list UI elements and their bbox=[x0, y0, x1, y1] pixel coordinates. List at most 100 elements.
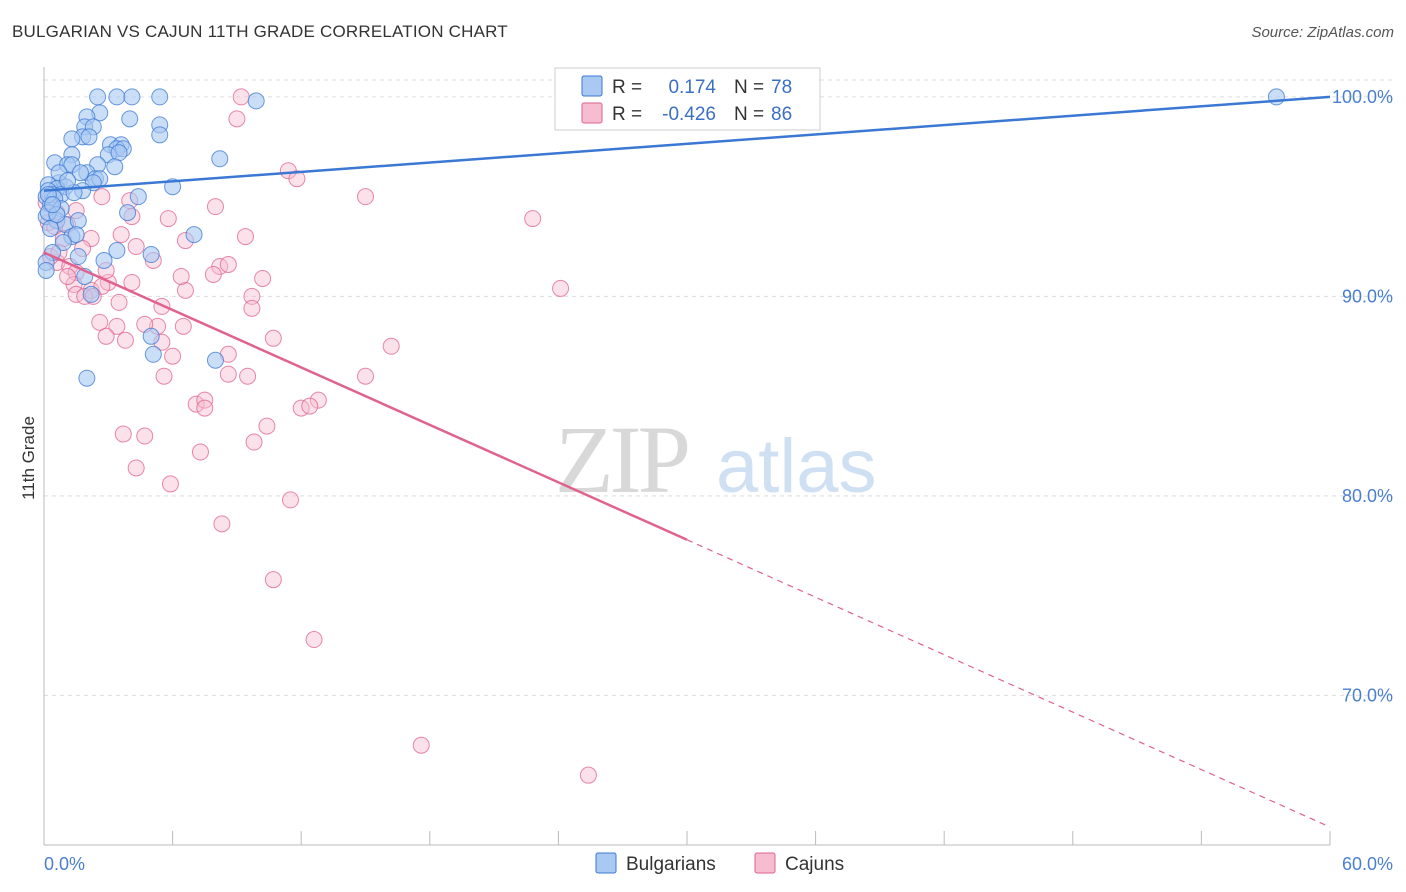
bottom-legend-label-bulgarians: Bulgarians bbox=[626, 854, 716, 875]
watermark-zip: ZIP bbox=[555, 406, 688, 513]
trend-lines bbox=[43, 95, 1331, 828]
cajuns-point-55 bbox=[382, 337, 400, 355]
axes bbox=[43, 67, 1331, 846]
cajuns-point-53 bbox=[264, 329, 282, 347]
bulgarians-point-47 bbox=[119, 204, 137, 222]
bottom-legend-swatch-cajuns bbox=[754, 852, 776, 874]
bulgarians-point-13 bbox=[63, 130, 81, 148]
cajuns-point-1 bbox=[228, 110, 246, 128]
legend-swatch-bulgarians bbox=[581, 75, 603, 97]
cajuns-trend-extension bbox=[686, 539, 1331, 828]
watermark: ZIP atlas bbox=[555, 406, 877, 513]
tick-labels: 70.0% 80.0% 90.0% 100.0% 0.0% 60.0% bbox=[44, 87, 1393, 874]
legend-r-value-bulgarians: 0.174 bbox=[668, 77, 716, 98]
cajuns-trend-line bbox=[43, 251, 688, 541]
bulgarians-point-0 bbox=[89, 88, 107, 106]
bulgarians-point-69 bbox=[78, 369, 96, 387]
source-label: Source: ZipAtlas.com bbox=[1251, 24, 1394, 41]
cajuns-point-51 bbox=[97, 327, 115, 345]
cajuns-point-78 bbox=[305, 631, 323, 649]
y-axis-title: 11th Grade bbox=[19, 416, 38, 500]
cajuns-point-38 bbox=[552, 279, 570, 297]
bulgarians-point-64 bbox=[37, 261, 55, 279]
cajuns-point-60 bbox=[239, 367, 257, 385]
cajuns-point-50 bbox=[174, 317, 192, 335]
cajuns-point-62 bbox=[309, 391, 327, 409]
cajuns-point-63 bbox=[187, 395, 205, 413]
bulgarians-point-77 bbox=[80, 128, 98, 146]
cajuns-point-0 bbox=[232, 88, 250, 106]
bulgarians-point-3 bbox=[151, 88, 169, 106]
bulgarians-point-65 bbox=[82, 285, 100, 303]
bulgarians-point-55 bbox=[67, 226, 85, 244]
bulgarians-point-74 bbox=[1267, 88, 1285, 106]
bulgarians-point-2 bbox=[123, 88, 141, 106]
bulgarians-point-21 bbox=[211, 150, 229, 168]
cajuns-point-3 bbox=[288, 170, 306, 188]
cajuns-point-5 bbox=[93, 188, 111, 206]
y-tick-label-80: 80.0% bbox=[1342, 486, 1393, 506]
cajuns-point-77 bbox=[264, 571, 282, 589]
stats-legend: R = 0.174 N = 78 R = -0.426 N = 86 bbox=[554, 67, 821, 131]
bulgarians-point-61 bbox=[95, 252, 113, 270]
cajuns-point-75 bbox=[281, 491, 299, 509]
x-tick-label-0: 0.0% bbox=[44, 854, 85, 874]
cajuns-point-47 bbox=[108, 317, 126, 335]
cajuns-point-46 bbox=[91, 313, 109, 331]
cajuns-point-81 bbox=[59, 267, 77, 285]
bottom-legend-label-cajuns: Cajuns bbox=[785, 854, 844, 875]
cajuns-point-31 bbox=[204, 265, 222, 283]
cajuns-point-61 bbox=[357, 367, 374, 385]
chart-title: BULGARIAN VS CAJUN 11TH GRADE CORRELATIO… bbox=[12, 22, 508, 41]
bulgarians-point-66 bbox=[142, 327, 160, 345]
y-tick-label-100: 100.0% bbox=[1332, 87, 1393, 107]
cajuns-point-22 bbox=[127, 238, 145, 256]
bulgarians-point-44 bbox=[129, 188, 147, 206]
cajuns-point-70 bbox=[136, 427, 154, 445]
bulgarians-point-73 bbox=[59, 172, 77, 190]
bulgarians-trend-line bbox=[43, 95, 1331, 192]
legend-r-label-cajuns: R = bbox=[612, 104, 642, 125]
grid-lines bbox=[44, 79, 1394, 696]
bulgarians-point-57 bbox=[108, 242, 126, 260]
cajuns-point-74 bbox=[161, 475, 179, 493]
bottom-legend-swatch-bulgarians bbox=[595, 852, 617, 874]
bulgarians-point-4 bbox=[247, 92, 265, 110]
bulgarians-point-76 bbox=[44, 196, 62, 214]
cajuns-point-72 bbox=[191, 443, 209, 461]
bulgarians-point-28 bbox=[71, 164, 89, 182]
cajuns-point-12 bbox=[159, 210, 177, 228]
cajuns-point-71 bbox=[245, 433, 263, 451]
cajuns-point-4 bbox=[357, 188, 374, 206]
bulgarians-point-26 bbox=[106, 158, 124, 176]
legend-n-label-bulgarians: N = bbox=[734, 77, 764, 98]
legend-swatch-cajuns bbox=[581, 102, 603, 124]
cajuns-point-58 bbox=[155, 367, 173, 385]
bulgarians-point-58 bbox=[142, 246, 160, 264]
cajuns-point-69 bbox=[114, 425, 132, 443]
legend-n-label-cajuns: N = bbox=[734, 104, 764, 125]
cajuns-point-18 bbox=[236, 228, 254, 246]
watermark-atlas: atlas bbox=[716, 424, 877, 509]
cajuns-point-73 bbox=[127, 459, 145, 477]
legend-r-value-cajuns: -0.426 bbox=[662, 104, 716, 125]
legend-n-value-bulgarians: 78 bbox=[771, 77, 792, 98]
bulgarians-point-53 bbox=[185, 226, 203, 244]
bulgarians-points bbox=[37, 88, 1285, 387]
x-tick-label-1: 60.0% bbox=[1342, 854, 1393, 874]
cajuns-points bbox=[37, 88, 597, 784]
cajuns-point-68 bbox=[258, 417, 276, 435]
y-tick-label-70: 70.0% bbox=[1342, 685, 1393, 705]
y-tick-label-90: 90.0% bbox=[1342, 286, 1393, 306]
cajuns-point-76 bbox=[213, 515, 231, 533]
legend-r-label-bulgarians: R = bbox=[612, 77, 642, 98]
bulgarians-point-68 bbox=[206, 351, 224, 369]
bulgarians-point-51 bbox=[69, 212, 87, 230]
bulgarians-point-60 bbox=[69, 248, 87, 266]
cajuns-point-28 bbox=[219, 255, 237, 273]
legend-n-value-cajuns: 86 bbox=[771, 104, 792, 125]
cajuns-point-8 bbox=[206, 198, 224, 216]
cajuns-point-40 bbox=[243, 287, 261, 305]
cajuns-point-67 bbox=[196, 399, 214, 417]
